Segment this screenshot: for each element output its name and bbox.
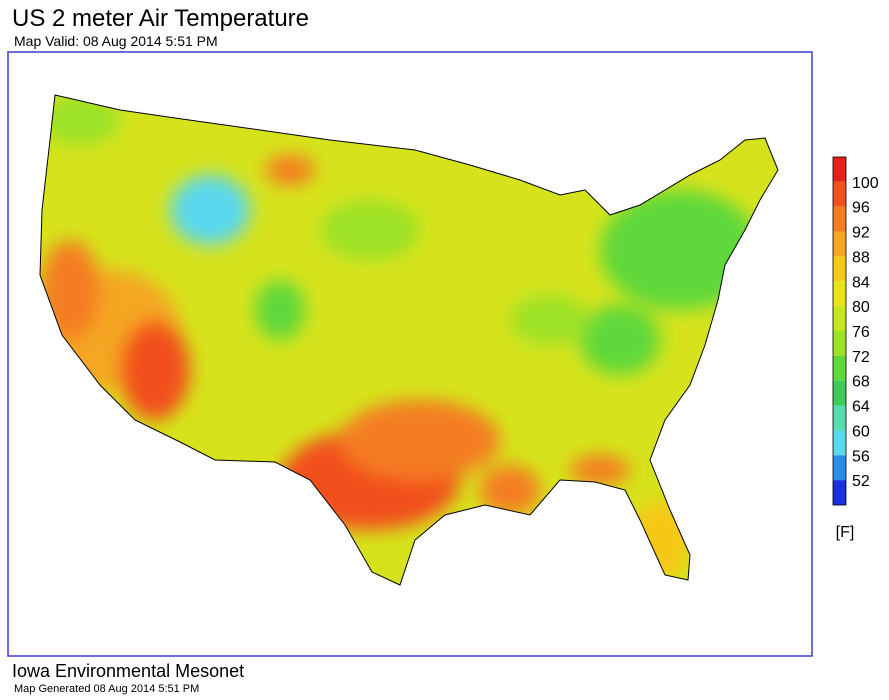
colorbar-label: 96 (852, 200, 870, 217)
colorbar-label: 72 (852, 349, 870, 366)
colorbar-label: 56 (852, 448, 870, 465)
colorbar-label: 68 (852, 374, 870, 391)
colorbar-label: 100 (852, 175, 879, 192)
colorbar: 100 96 92 88 84 80 76 72 68 64 60 56 52 (832, 156, 879, 506)
colorbar-segment (833, 181, 846, 207)
colorbar-label: 80 (852, 299, 870, 316)
subtitle: Map Valid: 08 Aug 2014 5:51 PM (14, 33, 218, 49)
colorbar-segment (833, 355, 846, 381)
colorbar-label: 88 (852, 249, 870, 266)
colorbar-segment (833, 480, 846, 505)
colorbar-segment (833, 231, 846, 257)
colorbar-label: 52 (852, 473, 870, 490)
generated-note: Map Generated 08 Aug 2014 5:51 PM (14, 683, 199, 695)
colorbar-border (832, 156, 847, 506)
colorbar-label: 60 (852, 423, 870, 440)
colorbar-segment (833, 430, 846, 456)
organization: Iowa Environmental Mesonet (12, 661, 244, 681)
colorbar-segment (833, 281, 846, 307)
colorbar-segment (833, 331, 846, 356)
colorbar-segment (833, 455, 846, 481)
colorbar-label: 76 (852, 324, 870, 341)
colorbar-label: 84 (852, 274, 870, 291)
colorbar-label: 92 (852, 225, 870, 242)
colorbar-segment (833, 306, 846, 331)
colorbar-segment (833, 405, 846, 431)
unit-label: [F] (836, 524, 855, 541)
colorbar-label: 64 (852, 399, 870, 416)
colorbar-segment (833, 206, 846, 232)
title: US 2 meter Air Temperature (12, 5, 309, 32)
colorbar-segment (833, 157, 846, 182)
colorbar-segment (833, 380, 846, 406)
colorbar-segment (833, 256, 846, 282)
